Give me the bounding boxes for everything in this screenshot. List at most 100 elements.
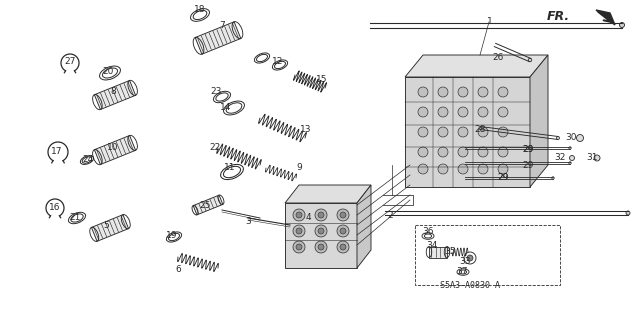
Text: 18: 18 <box>195 5 205 14</box>
Text: 20: 20 <box>102 68 114 77</box>
Circle shape <box>438 147 448 157</box>
Polygon shape <box>429 247 447 257</box>
Text: 8: 8 <box>110 87 116 97</box>
Circle shape <box>340 212 346 218</box>
Text: 24: 24 <box>83 155 93 165</box>
Text: 2: 2 <box>387 211 393 220</box>
Polygon shape <box>530 55 548 187</box>
Circle shape <box>318 228 324 234</box>
Circle shape <box>557 137 559 139</box>
Circle shape <box>315 241 327 253</box>
Circle shape <box>296 228 302 234</box>
Text: 22: 22 <box>209 144 221 152</box>
Circle shape <box>293 225 305 237</box>
Polygon shape <box>94 136 136 165</box>
Text: 12: 12 <box>272 57 284 66</box>
Circle shape <box>498 107 508 117</box>
Text: 1: 1 <box>487 18 493 26</box>
Circle shape <box>478 107 488 117</box>
Circle shape <box>438 107 448 117</box>
Circle shape <box>418 107 428 117</box>
Text: 21: 21 <box>69 213 81 222</box>
Text: 29: 29 <box>522 145 534 154</box>
Circle shape <box>570 155 575 160</box>
Text: 19: 19 <box>166 231 178 240</box>
Circle shape <box>318 244 324 250</box>
Text: 6: 6 <box>175 265 181 275</box>
Text: 17: 17 <box>51 147 63 157</box>
Circle shape <box>528 58 532 62</box>
Circle shape <box>340 228 346 234</box>
Polygon shape <box>405 77 530 187</box>
Text: 15: 15 <box>316 76 328 85</box>
Circle shape <box>418 87 428 97</box>
Circle shape <box>478 127 488 137</box>
Text: 35: 35 <box>444 248 456 256</box>
Polygon shape <box>596 10 615 25</box>
Text: 13: 13 <box>300 125 312 135</box>
Circle shape <box>458 127 468 137</box>
Circle shape <box>337 225 349 237</box>
Text: 29: 29 <box>522 145 534 154</box>
Text: 5: 5 <box>103 221 109 231</box>
Circle shape <box>458 87 468 97</box>
Text: S5A3−A0830 A: S5A3−A0830 A <box>440 280 500 290</box>
Circle shape <box>318 212 324 218</box>
Text: 36: 36 <box>422 227 434 236</box>
Text: 37: 37 <box>456 268 468 277</box>
Text: 29: 29 <box>522 160 534 169</box>
Circle shape <box>458 164 468 174</box>
Circle shape <box>478 87 488 97</box>
Circle shape <box>337 209 349 221</box>
Polygon shape <box>92 215 129 241</box>
Text: 25: 25 <box>199 201 211 210</box>
Text: 33: 33 <box>460 257 471 266</box>
Text: 29: 29 <box>497 174 509 182</box>
Circle shape <box>577 135 584 142</box>
Text: 4: 4 <box>305 213 311 222</box>
Text: 7: 7 <box>219 20 225 29</box>
Circle shape <box>458 107 468 117</box>
Text: 29: 29 <box>497 174 509 182</box>
Text: 30: 30 <box>565 133 577 143</box>
Polygon shape <box>405 55 548 77</box>
Polygon shape <box>195 22 241 54</box>
Circle shape <box>467 255 473 261</box>
Text: 3: 3 <box>245 218 251 226</box>
Text: 27: 27 <box>64 57 76 66</box>
Circle shape <box>594 155 600 161</box>
Circle shape <box>438 127 448 137</box>
Circle shape <box>620 23 625 27</box>
Circle shape <box>458 147 468 157</box>
Text: 9: 9 <box>296 164 302 173</box>
Text: 16: 16 <box>49 204 61 212</box>
Circle shape <box>478 164 488 174</box>
Circle shape <box>438 164 448 174</box>
Circle shape <box>418 127 428 137</box>
Circle shape <box>337 241 349 253</box>
Circle shape <box>438 87 448 97</box>
Circle shape <box>293 209 305 221</box>
Circle shape <box>315 209 327 221</box>
Circle shape <box>498 127 508 137</box>
Circle shape <box>552 177 554 179</box>
Text: 32: 32 <box>554 153 566 162</box>
Text: 23: 23 <box>211 87 221 97</box>
Text: 11: 11 <box>224 164 236 173</box>
Polygon shape <box>285 203 357 268</box>
Circle shape <box>418 164 428 174</box>
Polygon shape <box>193 195 223 215</box>
Circle shape <box>418 147 428 157</box>
Circle shape <box>296 244 302 250</box>
Text: 31: 31 <box>586 153 598 162</box>
Circle shape <box>478 147 488 157</box>
Polygon shape <box>285 185 371 203</box>
Circle shape <box>569 147 572 149</box>
Polygon shape <box>357 185 371 268</box>
Text: 14: 14 <box>220 102 232 112</box>
Text: 28: 28 <box>474 125 486 135</box>
Text: 34: 34 <box>426 241 438 249</box>
Circle shape <box>498 164 508 174</box>
Text: FR.: FR. <box>547 10 570 23</box>
Circle shape <box>293 241 305 253</box>
